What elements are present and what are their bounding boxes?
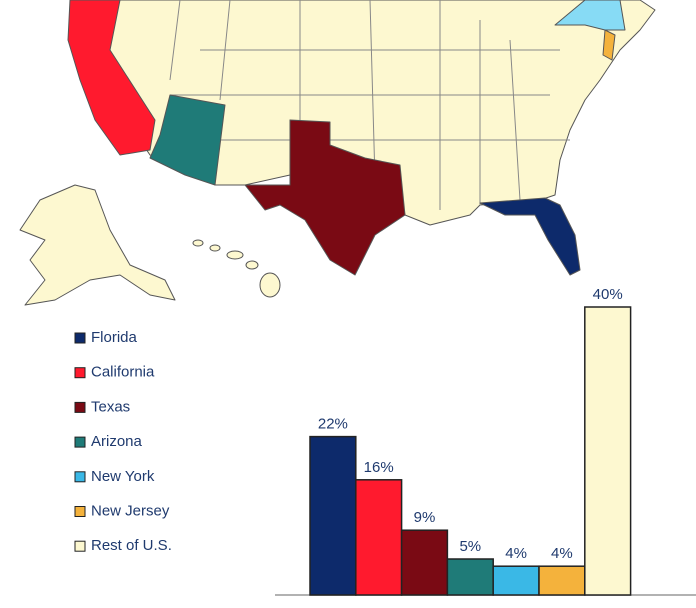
- map-florida: [479, 197, 581, 276]
- legend-swatch: [74, 401, 86, 413]
- us-map: [19, 0, 656, 306]
- map-new-york: [554, 0, 626, 31]
- legend-label: New York: [91, 468, 155, 485]
- legend-swatch: [74, 332, 86, 344]
- bar: [584, 306, 632, 596]
- bar: [309, 435, 357, 596]
- map-california: [67, 0, 156, 156]
- legend-label: Florida: [91, 329, 138, 346]
- value-label: 9%: [414, 509, 436, 526]
- map-new-jersey: [602, 29, 616, 61]
- bar: [492, 565, 540, 596]
- map-borders: [169, 0, 570, 210]
- value-label: 16%: [364, 459, 394, 476]
- legend-swatch: [74, 367, 86, 379]
- legend-swatch: [74, 540, 86, 552]
- legend-label: New Jersey: [91, 502, 170, 519]
- legend-swatch: [74, 471, 86, 483]
- map-arizona: [149, 94, 226, 186]
- map-hawaii: [192, 239, 281, 298]
- legend-label: Texas: [91, 398, 130, 415]
- value-label: 5%: [459, 538, 481, 555]
- legend-swatch: [74, 436, 86, 448]
- value-label: 4%: [551, 545, 573, 562]
- legend-label: Arizona: [91, 433, 143, 450]
- bar: [538, 565, 586, 596]
- value-label: 22%: [318, 416, 348, 433]
- value-label: 4%: [505, 545, 527, 562]
- value-label: 40%: [593, 286, 623, 303]
- legend-swatch: [74, 506, 86, 517]
- legend-label: Rest of U.S.: [91, 537, 172, 554]
- legend-label: California: [91, 364, 155, 381]
- map-alaska: [19, 184, 176, 306]
- bar: [355, 479, 403, 596]
- bar: [446, 558, 494, 596]
- bar: [400, 529, 449, 596]
- map-texas: [244, 119, 406, 276]
